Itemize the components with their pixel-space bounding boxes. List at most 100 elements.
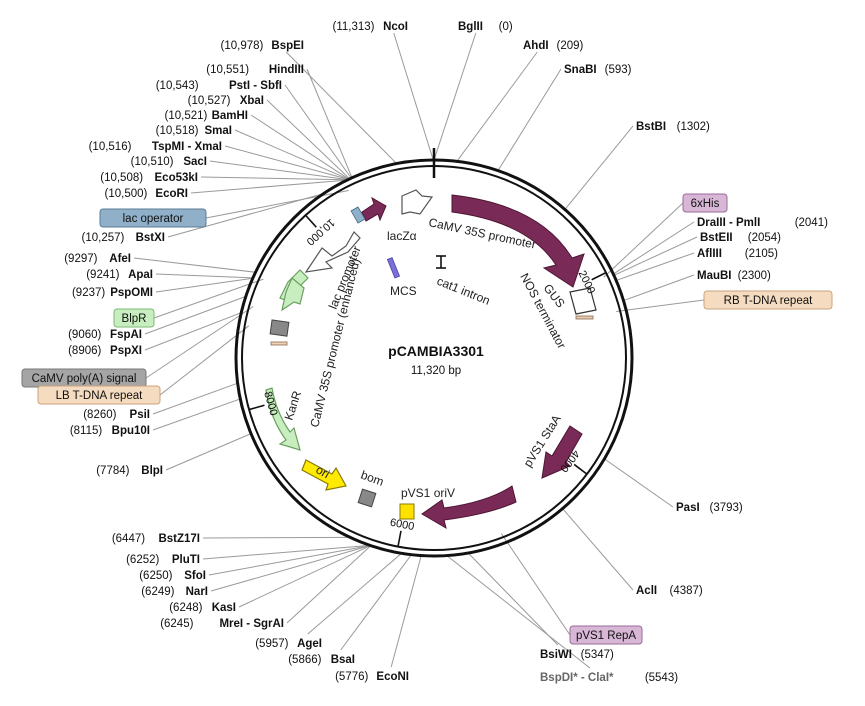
site-leader	[190, 179, 348, 194]
site-afliii[interactable]: AflIII (2105)	[697, 248, 778, 260]
site-position: (10,500)	[105, 188, 148, 200]
badge-leader	[159, 325, 250, 396]
badge-camv-poly-a-signal[interactable]: CaMV poly(A) signal	[21, 368, 147, 388]
site-position: (2300)	[738, 270, 771, 282]
tick-label-10000: 10,000	[304, 216, 337, 247]
site-pspxi[interactable]: (8906) PspXI	[68, 345, 142, 357]
site-pluti[interactable]: (6252) PluTI	[126, 554, 200, 566]
site-leader	[497, 68, 562, 171]
site-position: (10,257)	[82, 232, 125, 244]
site-nari[interactable]: (6249) NarI	[141, 586, 208, 598]
site-afei[interactable]: (9297) AfeI	[64, 253, 131, 265]
site-tspmi-xmai[interactable]: (10,516) TspMI - XmaI	[89, 141, 222, 153]
site-sfoi[interactable]: (6250) SfoI	[139, 570, 206, 582]
site-leader	[390, 555, 422, 668]
site-bglii[interactable]: BglII (0)	[458, 21, 513, 33]
site-bstxi[interactable]: (10,257) BstXI	[82, 232, 165, 244]
site-name: PluTI	[172, 554, 200, 566]
site-mrei-sgrai[interactable]: (6245) MreI - SgrAI	[160, 618, 284, 630]
site-draiii-pmli[interactable]: DraIII - PmlI (2041)	[697, 217, 828, 229]
site-leader	[616, 252, 695, 281]
site-leader	[433, 32, 477, 161]
site-kasi[interactable]: (6248) KasI	[169, 602, 236, 614]
site-ecori[interactable]: (10,500) EcoRI	[105, 188, 188, 200]
site-name: BspEI	[271, 40, 304, 52]
badge-leader	[153, 278, 264, 319]
site-bpu10i[interactable]: (8115) Bpu10I	[70, 425, 150, 437]
site-bstbi[interactable]: BstBI (1302)	[636, 121, 710, 133]
badge-rb-t-dna-repeat[interactable]: RB T-DNA repeat	[703, 290, 833, 310]
site-name: BstEII	[700, 232, 733, 244]
site-xbai[interactable]: (10,527) XbaI	[188, 95, 264, 107]
badge-leader	[603, 202, 684, 278]
ori-arrow	[301, 459, 347, 491]
site-bspdi-clai[interactable]: BspDI* - ClaI* (5543)	[540, 672, 678, 684]
site-position: (2054)	[748, 232, 781, 244]
site-position: (2105)	[745, 248, 778, 260]
site-bsai[interactable]: (5866) BsaI	[288, 654, 355, 666]
site-leader	[564, 125, 634, 210]
site-eco53ki[interactable]: (10,508) Eco53kI	[100, 172, 198, 184]
cat1-intron-marker	[436, 255, 446, 269]
site-hindiii[interactable]: (10,551) HindIII	[206, 64, 304, 76]
site-agei[interactable]: (5957) AgeI	[255, 638, 322, 650]
site-blpi[interactable]: (7784) BlpI	[96, 465, 163, 477]
site-leader	[393, 32, 434, 161]
site-position: (10,516)	[89, 141, 132, 153]
lacz-alpha-arrow	[361, 196, 387, 222]
site-bsteii[interactable]: BstEII (2054)	[700, 232, 781, 244]
site-leader	[250, 114, 350, 180]
site-pasi[interactable]: PasI (3793)	[676, 502, 743, 514]
site-position: (593)	[605, 64, 632, 76]
site-psti-sbfi[interactable]: (10,543) PstI - SbfI	[156, 80, 282, 92]
badge-lb-t-dna-repeat[interactable]: LB T-DNA repeat	[37, 385, 161, 405]
site-name: ApaI	[128, 269, 153, 281]
site-acli[interactable]: AclI (4387)	[636, 585, 703, 597]
feature-label-ori: ori	[314, 462, 333, 481]
site-name: SacI	[183, 156, 207, 168]
tick-label-6000: 6000	[389, 517, 415, 533]
site-pspomi[interactable]: (9237) PspOMI	[72, 287, 153, 299]
site-name: NarI	[186, 586, 208, 598]
badge-box	[37, 385, 161, 405]
site-bspei[interactable]: (10,978) BspEI	[221, 40, 304, 52]
site-name: PsiI	[130, 409, 150, 421]
site-leader	[284, 84, 352, 179]
site-name: Bpu10I	[112, 425, 150, 437]
tick-marks	[248, 214, 607, 547]
site-leader	[155, 277, 253, 293]
site-name: AgeI	[297, 638, 322, 650]
site-saci[interactable]: (10,510) SacI	[131, 156, 207, 168]
site-smai[interactable]: (10,518) SmaI	[156, 125, 232, 137]
site-maubi[interactable]: MauBI (2300)	[697, 270, 771, 282]
site-ahdi[interactable]: AhdI (209)	[523, 40, 584, 52]
plasmid-title: pCAMBIA3301	[388, 343, 484, 359]
site-leader	[562, 508, 634, 591]
pvs1-oriv-arrow	[421, 485, 517, 530]
site-psii[interactable]: (8260) PsiI	[83, 409, 150, 421]
site-econi[interactable]: (5776) EcoNI	[335, 671, 409, 683]
site-ncoi[interactable]: (11,313) NcoI	[332, 21, 408, 33]
tick-6000	[397, 530, 402, 547]
site-name: AhdI	[523, 40, 549, 52]
site-fspai[interactable]: (9060) FspAI	[68, 329, 142, 341]
badge-box	[682, 193, 728, 213]
site-leader	[202, 536, 351, 539]
site-position: (9241)	[86, 269, 119, 281]
site-name: AflIII	[697, 248, 722, 260]
rb-t-dna-marker	[575, 315, 594, 320]
site-bamhi[interactable]: (10,521) BamHI	[165, 110, 248, 122]
badge-blpr[interactable]: BlpR	[113, 308, 155, 328]
site-name: DraIII - PmlI	[697, 217, 760, 229]
badge-lac-operator[interactable]: lac operator	[99, 208, 207, 228]
badge-6xhis[interactable]: 6xHis	[682, 193, 728, 213]
site-name: BamHI	[212, 110, 248, 122]
badge-label: CaMV poly(A) signal	[32, 373, 137, 385]
site-bstz17i[interactable]: (6447) BstZ17I	[112, 533, 200, 545]
badge-pvs1-repa[interactable]: pVS1 RepA	[569, 625, 643, 645]
site-leader	[467, 552, 559, 646]
site-apai[interactable]: (9241) ApaI	[86, 269, 153, 281]
site-snabi[interactable]: SnaBI (593)	[564, 64, 632, 76]
bom-box	[357, 488, 377, 508]
site-bsiwi[interactable]: BsiWI (5347)	[540, 649, 614, 661]
